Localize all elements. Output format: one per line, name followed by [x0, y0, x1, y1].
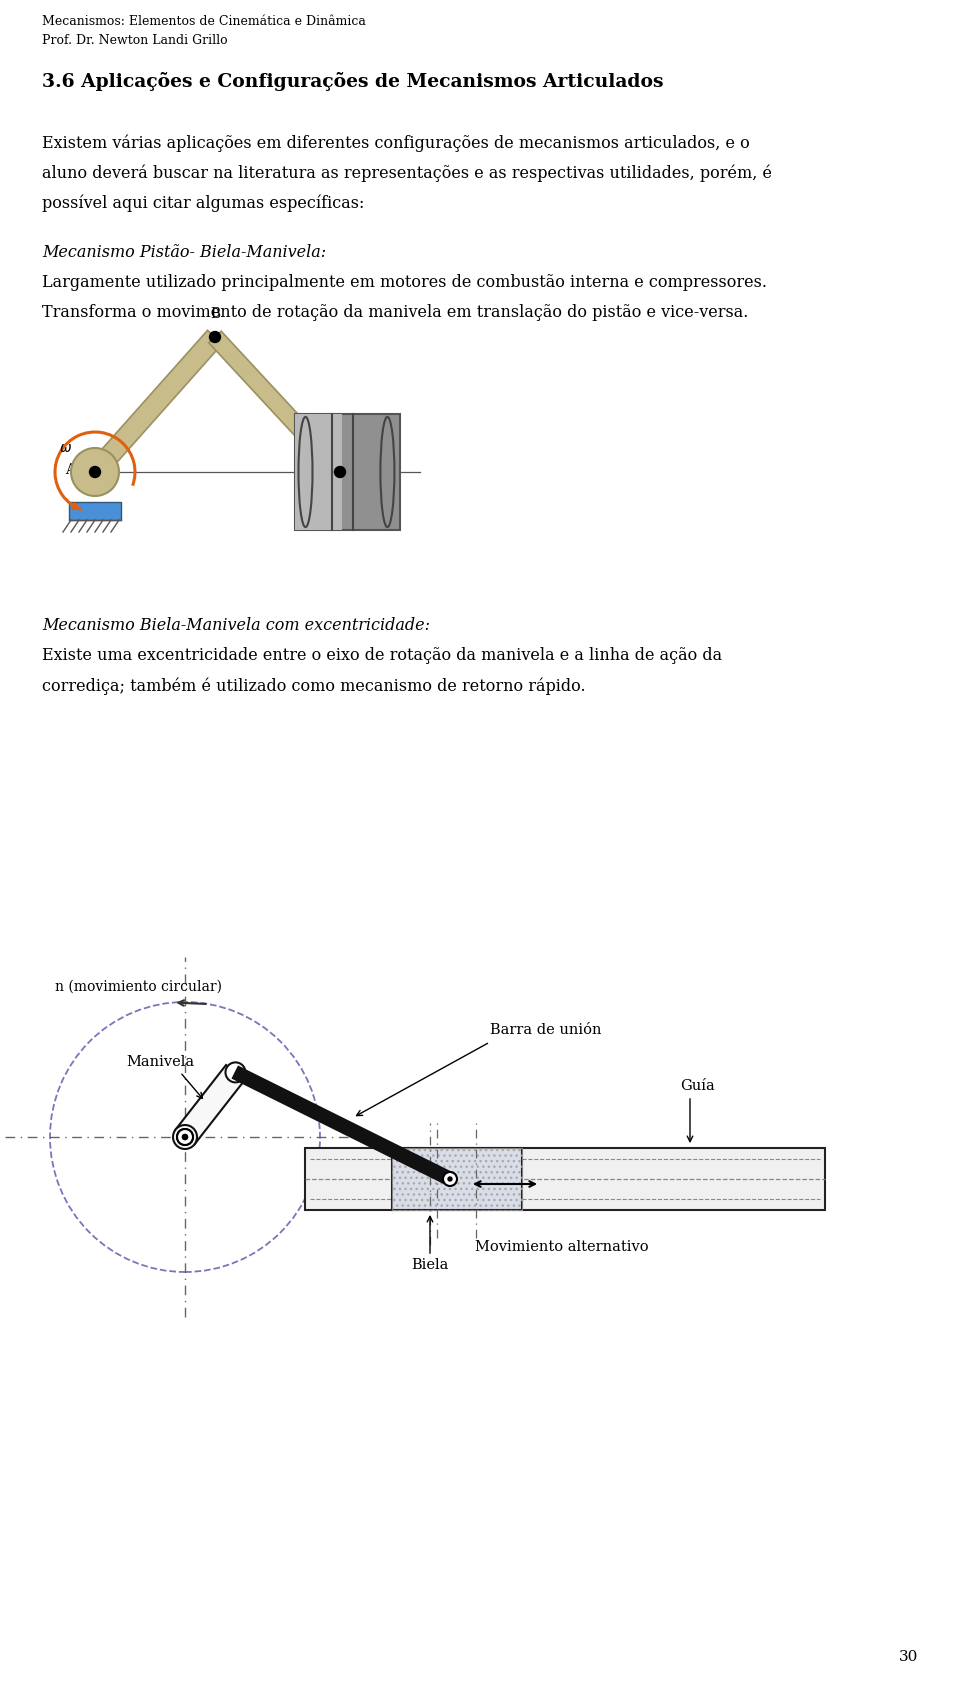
- Text: Manivela: Manivela: [126, 1056, 194, 1069]
- Circle shape: [89, 467, 101, 477]
- Circle shape: [177, 1129, 193, 1145]
- Text: Existem várias aplicações em diferentes configurações de mecanismos articulados,: Existem várias aplicações em diferentes …: [42, 134, 750, 152]
- Bar: [392, 1147, 521, 1210]
- Circle shape: [448, 1178, 452, 1181]
- Text: $\omega$: $\omega$: [59, 442, 72, 455]
- Circle shape: [71, 448, 119, 496]
- Circle shape: [334, 467, 346, 477]
- Text: Mecanismo Biela-Manivela com excentricidade:: Mecanismo Biela-Manivela com excentricid…: [42, 618, 430, 634]
- Circle shape: [226, 1063, 246, 1083]
- Bar: [305, 1147, 825, 1210]
- Text: Barra de unión: Barra de unión: [490, 1024, 602, 1037]
- Circle shape: [182, 1135, 187, 1139]
- Text: 30: 30: [899, 1650, 918, 1663]
- Circle shape: [173, 1125, 197, 1149]
- Circle shape: [443, 1173, 457, 1186]
- Circle shape: [177, 1129, 193, 1145]
- Polygon shape: [232, 1066, 453, 1184]
- Text: possível aqui citar algumas específicas:: possível aqui citar algumas específicas:: [42, 195, 365, 212]
- Text: corrediça; também é utilizado como mecanismo de retorno rápido.: corrediça; também é utilizado como mecan…: [42, 677, 586, 694]
- Bar: [295, 415, 400, 530]
- Text: 3.6 Aplicações e Configurações de Mecanismos Articulados: 3.6 Aplicações e Configurações de Mecani…: [42, 73, 663, 91]
- Text: Transforma o movimento de rotação da manivela em translação do pistão e vice-ver: Transforma o movimento de rotação da man…: [42, 305, 749, 321]
- Text: Mecanismo Pistão- Biela-Manivela:: Mecanismo Pistão- Biela-Manivela:: [42, 244, 326, 261]
- Bar: [392, 1147, 521, 1210]
- Text: A: A: [65, 464, 75, 477]
- Text: Biela: Biela: [411, 1257, 448, 1272]
- Text: B: B: [210, 306, 220, 321]
- Polygon shape: [87, 330, 223, 479]
- Text: Prof. Dr. Newton Landi Grillo: Prof. Dr. Newton Landi Grillo: [42, 34, 228, 47]
- Circle shape: [209, 332, 221, 342]
- Text: Mecanismos: Elementos de Cinemática e Dinâmica: Mecanismos: Elementos de Cinemática e Di…: [42, 15, 366, 29]
- Text: n (movimiento circular): n (movimiento circular): [55, 980, 222, 993]
- Bar: [69, 503, 121, 519]
- Text: aluno deverá buscar na literatura as representações e as respectivas utilidades,: aluno deverá buscar na literatura as rep…: [42, 164, 772, 181]
- Text: Largamente utilizado principalmente em motores de combustão interna e compressor: Largamente utilizado principalmente em m…: [42, 274, 767, 291]
- Bar: [295, 415, 343, 530]
- Circle shape: [182, 1135, 187, 1139]
- Polygon shape: [176, 1064, 245, 1144]
- Text: C: C: [326, 443, 337, 459]
- Polygon shape: [208, 332, 347, 477]
- Text: Guía: Guía: [680, 1079, 715, 1093]
- Text: Existe uma excentricidade entre o eixo de rotação da manivela e a linha de ação : Existe uma excentricidade entre o eixo d…: [42, 646, 722, 663]
- Text: Movimiento alternativo: Movimiento alternativo: [475, 1240, 649, 1254]
